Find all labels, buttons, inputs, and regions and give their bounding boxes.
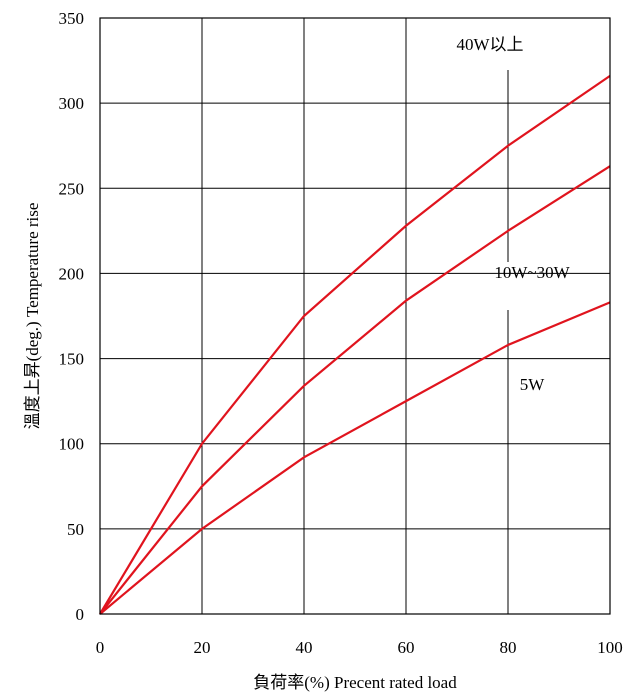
y-tick-label: 100	[59, 435, 85, 454]
y-tick-label: 150	[59, 350, 85, 369]
x-tick-label: 40	[296, 638, 313, 657]
y-tick-label: 350	[59, 9, 85, 28]
series-line	[99, 74, 611, 615]
y-tick-label: 50	[67, 520, 84, 539]
y-tick-label: 250	[59, 179, 85, 198]
y-tick-label: 200	[59, 264, 85, 283]
series-line	[99, 165, 611, 615]
y-tick-label: 0	[76, 605, 85, 624]
series-labels: 40W以上 10W~30W 5W	[456, 35, 570, 394]
series-layer	[99, 74, 611, 615]
plot-frame	[99, 17, 611, 615]
x-tick-label: 20	[194, 638, 211, 657]
y-tick-label: 300	[59, 94, 85, 113]
series-label: 10W~30W	[494, 263, 570, 282]
x-axis-label: 負荷率(%) Precent rated load	[253, 673, 457, 692]
x-axis-ticks: 0 20 40 60 80 100	[96, 638, 623, 657]
x-tick-label: 0	[96, 638, 105, 657]
grid	[100, 18, 610, 614]
series-line	[99, 301, 611, 615]
y-axis-ticks: 0 50 100 150 200 250 300 350	[59, 9, 85, 624]
x-tick-label: 100	[597, 638, 623, 657]
y-axis-label: 溫度上昇(deg.) Temperature rise	[23, 203, 42, 430]
x-tick-label: 80	[500, 638, 517, 657]
series-label: 40W以上	[456, 35, 523, 54]
x-tick-label: 60	[398, 638, 415, 657]
series-label: 5W	[520, 375, 546, 394]
